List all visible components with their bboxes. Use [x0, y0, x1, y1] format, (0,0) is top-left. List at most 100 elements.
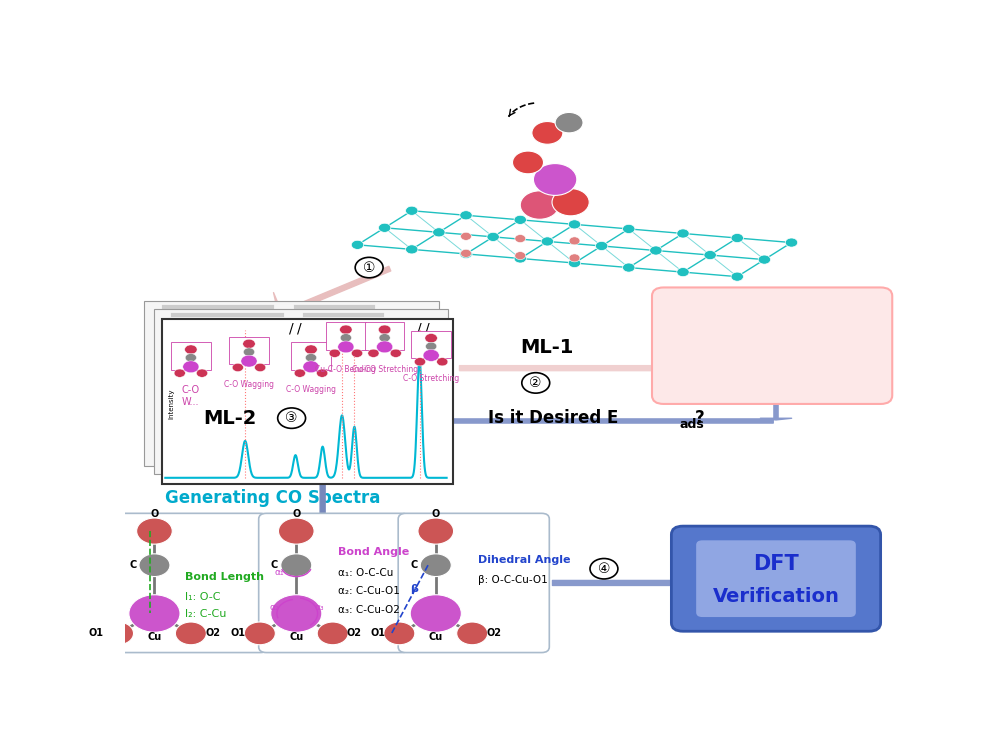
- Circle shape: [129, 595, 180, 632]
- Circle shape: [677, 268, 689, 277]
- Circle shape: [677, 229, 689, 238]
- Text: Cu: Cu: [147, 632, 162, 642]
- Circle shape: [406, 245, 418, 254]
- Text: C: C: [129, 560, 136, 570]
- FancyBboxPatch shape: [117, 514, 268, 652]
- Circle shape: [758, 255, 771, 264]
- FancyBboxPatch shape: [671, 526, 881, 631]
- Circle shape: [232, 363, 243, 371]
- Circle shape: [185, 354, 196, 362]
- Circle shape: [515, 252, 526, 260]
- Circle shape: [183, 361, 199, 373]
- Circle shape: [305, 354, 317, 362]
- Text: Intensity: Intensity: [168, 389, 175, 419]
- Bar: [365, 323, 404, 350]
- Circle shape: [568, 258, 581, 268]
- Circle shape: [390, 349, 401, 357]
- Text: O: O: [150, 509, 159, 519]
- Text: β: O-C-Cu-O1: β: O-C-Cu-O1: [478, 575, 547, 585]
- Circle shape: [378, 223, 391, 232]
- Circle shape: [569, 237, 580, 245]
- Text: β: β: [410, 584, 418, 594]
- Circle shape: [410, 595, 461, 632]
- Bar: [144, 301, 439, 466]
- Text: ③: ③: [285, 411, 298, 425]
- Circle shape: [139, 554, 170, 576]
- Text: /: /: [417, 322, 422, 336]
- Text: ads: ads: [679, 418, 704, 432]
- Text: l₂: C-Cu: l₂: C-Cu: [185, 609, 227, 619]
- Circle shape: [329, 349, 340, 357]
- Text: Verification: Verification: [713, 587, 839, 606]
- Circle shape: [255, 363, 266, 371]
- Circle shape: [532, 122, 563, 144]
- Circle shape: [243, 339, 255, 348]
- Circle shape: [379, 334, 390, 342]
- Text: C-O Stretching: C-O Stretching: [403, 374, 459, 383]
- Circle shape: [103, 622, 134, 645]
- Circle shape: [623, 263, 635, 272]
- Text: /: /: [289, 322, 294, 336]
- Text: (E: (E: [736, 356, 758, 375]
- Text: Bond Length: Bond Length: [185, 572, 264, 582]
- Circle shape: [368, 349, 379, 357]
- Bar: [154, 309, 448, 474]
- Circle shape: [244, 622, 275, 645]
- Text: /: /: [425, 322, 430, 336]
- Circle shape: [281, 554, 312, 576]
- Circle shape: [423, 350, 439, 362]
- Circle shape: [340, 334, 351, 342]
- Text: O2: O2: [347, 628, 362, 638]
- Circle shape: [522, 373, 550, 393]
- Circle shape: [303, 361, 319, 373]
- Circle shape: [460, 211, 472, 220]
- Circle shape: [569, 254, 580, 262]
- Text: ④: ④: [598, 562, 610, 576]
- Bar: [291, 342, 331, 370]
- Text: C: C: [271, 560, 278, 570]
- Circle shape: [278, 408, 306, 428]
- Circle shape: [317, 622, 348, 645]
- FancyBboxPatch shape: [398, 514, 549, 652]
- Circle shape: [704, 250, 716, 260]
- Circle shape: [514, 215, 526, 224]
- Circle shape: [555, 112, 583, 133]
- Text: DFT: DFT: [753, 554, 799, 573]
- Bar: [411, 331, 451, 358]
- Bar: [326, 323, 366, 350]
- Text: O: O: [432, 509, 440, 519]
- Circle shape: [137, 518, 172, 544]
- Circle shape: [378, 325, 391, 334]
- Circle shape: [515, 235, 526, 243]
- Text: O1: O1: [370, 628, 385, 638]
- FancyBboxPatch shape: [696, 540, 856, 617]
- Circle shape: [461, 232, 471, 241]
- Circle shape: [433, 228, 445, 237]
- Text: ML-2: ML-2: [203, 409, 256, 427]
- Text: O2: O2: [205, 628, 220, 638]
- Circle shape: [294, 369, 305, 377]
- Text: α₃: C-Cu-O2: α₃: C-Cu-O2: [338, 605, 400, 615]
- Text: ②: ②: [530, 376, 542, 390]
- Circle shape: [278, 518, 314, 544]
- Text: /: /: [297, 322, 302, 336]
- Circle shape: [568, 220, 581, 229]
- Circle shape: [175, 622, 206, 645]
- Circle shape: [351, 349, 363, 357]
- Text: ①: ①: [363, 261, 375, 275]
- Text: α₃: α₃: [315, 603, 324, 613]
- Circle shape: [457, 622, 488, 645]
- Circle shape: [317, 369, 328, 377]
- Circle shape: [418, 518, 454, 544]
- Text: Cu-C-O Bending: Cu-C-O Bending: [315, 365, 376, 374]
- Text: Generating CO Spectra: Generating CO Spectra: [165, 489, 380, 507]
- Text: Cu: Cu: [429, 632, 443, 642]
- Circle shape: [377, 341, 393, 353]
- Circle shape: [533, 164, 577, 196]
- Text: α₂: α₂: [270, 603, 279, 613]
- FancyBboxPatch shape: [259, 514, 410, 652]
- Text: C-O
W...: C-O W...: [182, 385, 200, 407]
- Circle shape: [520, 191, 559, 219]
- Circle shape: [243, 348, 255, 356]
- Text: α₁: α₁: [274, 568, 284, 576]
